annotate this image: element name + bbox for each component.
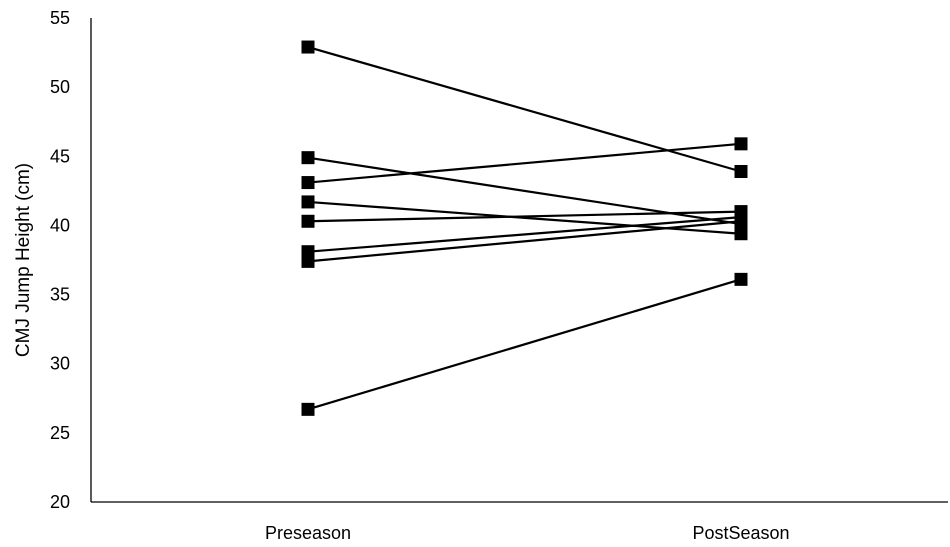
series-line — [307, 142, 742, 184]
data-point-marker — [301, 402, 315, 416]
data-point-marker — [301, 214, 315, 228]
y-tick-label: 45 — [50, 146, 70, 166]
y-axis-title: CMJ Jump Height (cm) — [13, 163, 34, 357]
series-line — [307, 220, 742, 263]
series-lines — [307, 45, 742, 411]
axes — [90, 18, 948, 503]
data-point-marker — [734, 227, 748, 241]
data-point-marker — [301, 254, 315, 268]
y-tick-label: 55 — [50, 8, 70, 28]
series-markers — [301, 40, 748, 416]
series-line — [307, 200, 742, 235]
y-tick-label: 30 — [50, 354, 70, 374]
data-point-marker — [301, 176, 315, 190]
x-tick-label: Preseason — [265, 523, 351, 543]
data-point-marker — [301, 151, 315, 165]
y-tick-label: 25 — [50, 423, 70, 443]
series-line — [307, 216, 742, 253]
data-point-marker — [734, 164, 748, 178]
data-point-marker — [734, 272, 748, 286]
series-line — [307, 210, 742, 223]
series-line — [307, 45, 742, 173]
x-tick-labels: Preseason PostSeason — [265, 523, 790, 543]
y-tick-labels: 20 25 30 35 40 45 50 55 — [50, 8, 70, 512]
data-point-marker — [301, 195, 315, 209]
data-point-marker — [301, 40, 315, 54]
x-tick-label: PostSeason — [692, 523, 789, 543]
y-tick-label: 20 — [50, 492, 70, 512]
series-line — [307, 278, 742, 411]
data-point-marker — [734, 214, 748, 228]
y-tick-label: 50 — [50, 77, 70, 97]
y-tick-label: 40 — [50, 215, 70, 235]
data-point-marker — [734, 137, 748, 151]
y-tick-label: 35 — [50, 285, 70, 305]
